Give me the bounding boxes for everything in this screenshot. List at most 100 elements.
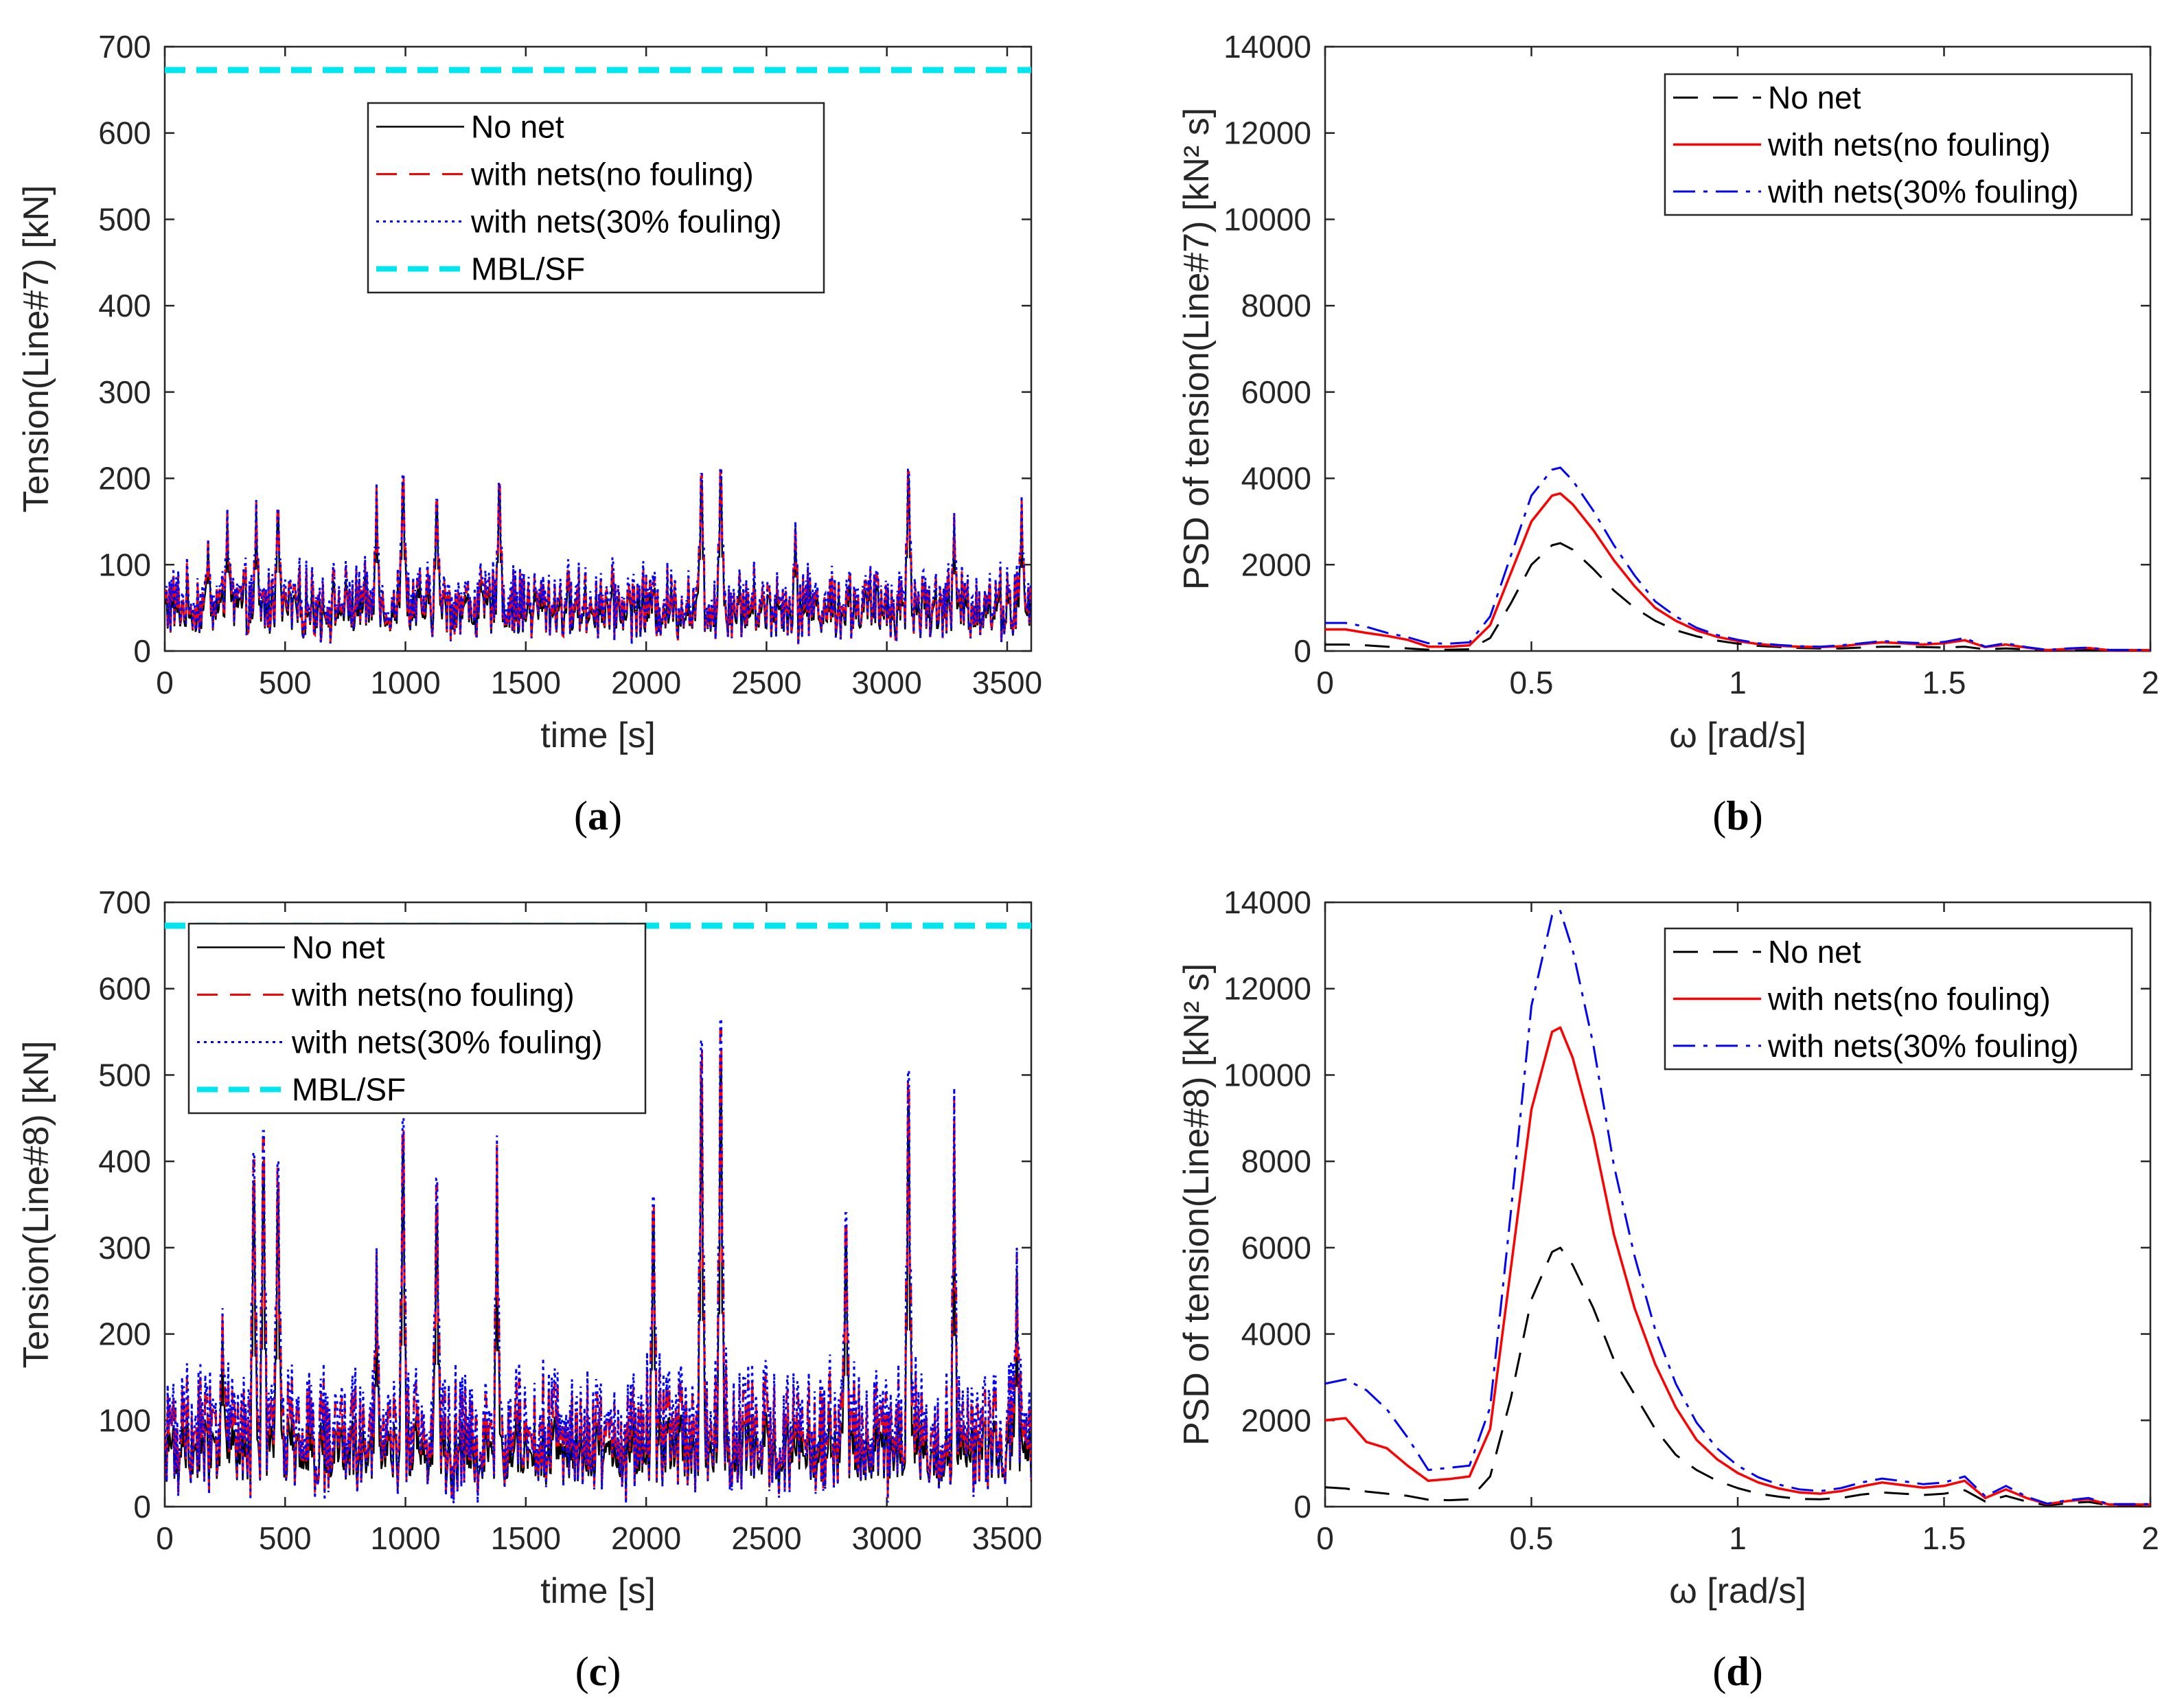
- x-tick-label: 0: [156, 665, 174, 700]
- y-tick-label: 6000: [1241, 374, 1311, 410]
- x-tick-label: 1.5: [1922, 1520, 1966, 1556]
- x-tick-label: 0: [1316, 665, 1334, 700]
- y-tick-label: 8000: [1241, 288, 1311, 323]
- series-line-with-nets-no-fouling: [1325, 492, 2150, 652]
- legend-box: [367, 102, 825, 294]
- y-tick-label: 300: [98, 374, 151, 410]
- x-tick-label: 500: [259, 665, 312, 700]
- y-tick-label: 700: [98, 29, 151, 65]
- y-tick-label: 14000: [1223, 884, 1311, 920]
- x-axis-label: time [s]: [540, 716, 656, 755]
- x-axis-label: time [s]: [540, 1571, 656, 1611]
- legend-entry-with-nets-30-fouling: with nets(30% fouling): [1767, 1028, 2079, 1064]
- legend-entry-with-nets-30-fouling: with nets(30% fouling): [291, 1025, 603, 1060]
- y-tick-label: 4000: [1241, 1316, 1311, 1352]
- series-line-with-nets-no-fouling: [1324, 1026, 2150, 1506]
- x-tick-label: 0.5: [1510, 1520, 1554, 1556]
- legend-box: [1664, 927, 2133, 1071]
- series-line-with-nets-no-fouling: [165, 469, 1031, 645]
- y-axis-label: PSD of tension(Line#8) [kN² s]: [1177, 963, 1217, 1446]
- x-tick-label: 1.5: [1922, 665, 1966, 700]
- legend: No net with nets(no fouling) with nets(30%…: [367, 102, 825, 294]
- legend-entry-no-net: No net: [292, 930, 385, 966]
- x-tick-label: 1500: [491, 1520, 561, 1556]
- legend-entry-no-net: No net: [1768, 934, 1861, 970]
- legend-entry-no-net: No net: [471, 109, 564, 145]
- x-tick-label: 1: [1729, 665, 1747, 700]
- series-line-no-net: [1324, 1246, 2150, 1507]
- y-tick-label: 0: [1294, 1489, 1311, 1525]
- y-tick-label: 400: [98, 288, 151, 323]
- legend-entry-with-nets-30-fouling: with nets(30% fouling): [470, 204, 782, 240]
- panel-label: (b): [1712, 793, 1762, 838]
- legend-entry-with-nets-no-fouling: with nets(no fouling): [1767, 981, 2051, 1017]
- y-tick-label: 14000: [1223, 29, 1311, 65]
- y-tick-label: 12000: [1223, 115, 1311, 151]
- y-tick-label: 6000: [1241, 1230, 1311, 1266]
- legend-entry-no-net: No net: [1768, 80, 1861, 115]
- y-tick-label: 600: [98, 971, 151, 1007]
- chart-c: 0 500 1000 1500 2000 2500 3000 3500 0 100 200 300 40…: [16, 884, 1042, 1694]
- x-tick-label: 3500: [972, 1520, 1042, 1556]
- x-tick-label: 2500: [731, 665, 801, 700]
- y-tick-label: 0: [1294, 633, 1311, 669]
- y-tick-label: 500: [98, 201, 151, 237]
- series-line-with-nets-30-fouling: [165, 467, 1031, 645]
- x-tick-label: 2: [2141, 665, 2159, 700]
- y-tick-label: 100: [98, 1402, 151, 1438]
- y-tick-label: 10000: [1223, 201, 1311, 237]
- legend-box: [187, 922, 647, 1115]
- y-axis-label: Tension(Line#7) [kN]: [16, 185, 56, 513]
- legend-entry-with-nets-no-fouling: with nets(no fouling): [470, 157, 754, 192]
- y-tick-label: 700: [98, 884, 151, 920]
- chart-a: 0 500 1000 1500 2000 2500 3000 3500 0 100 200 300 40…: [16, 29, 1042, 838]
- series-line-with-nets-30-fouling: [165, 1018, 1031, 1504]
- legend-entry-mbl-sf: MBL/SF: [471, 251, 585, 287]
- legend-entry-with-nets-30-fouling: with nets(30% fouling): [1767, 174, 2079, 209]
- y-axis-label: Tension(Line#8) [kN]: [16, 1041, 56, 1369]
- y-tick-label: 10000: [1223, 1057, 1311, 1093]
- panel-label: (a): [574, 793, 622, 838]
- x-tick-label: 1500: [491, 665, 561, 700]
- y-tick-label: 0: [133, 1489, 151, 1525]
- series-line-with-nets-30-fouling: [1324, 910, 2150, 1505]
- x-tick-label: 1000: [370, 1520, 440, 1556]
- series-line-with-nets-no-fouling: [165, 1028, 1031, 1500]
- legend-entry-with-nets-no-fouling: with nets(no fouling): [291, 977, 575, 1013]
- legend: No net with nets(no fouling) with nets(30%…: [187, 922, 647, 1115]
- x-tick-label: 2000: [611, 665, 681, 700]
- legend-entry-with-nets-no-fouling: with nets(no fouling): [1767, 127, 2051, 163]
- y-tick-label: 300: [98, 1230, 151, 1266]
- x-axis-label: ω [rad/s]: [1669, 1571, 1806, 1611]
- x-tick-label: 2000: [611, 1520, 681, 1556]
- chart-d: 0 0.5 1 1.5 2 0 2000 4000 6000 8000 10000 12000 1400…: [1177, 884, 2159, 1694]
- y-tick-label: 2000: [1241, 547, 1311, 582]
- series-line-no-net: [1325, 542, 2150, 652]
- y-tick-label: 0: [133, 633, 151, 669]
- y-tick-label: 4000: [1241, 461, 1311, 496]
- x-tick-label: 0: [1316, 1520, 1334, 1556]
- y-tick-label: 400: [98, 1143, 151, 1179]
- x-tick-label: 1: [1729, 1520, 1747, 1556]
- legend: No net with nets(no fouling) with nets(30%…: [1664, 927, 2133, 1071]
- y-tick-label: 2000: [1241, 1402, 1311, 1438]
- panel-label: (c): [575, 1649, 621, 1694]
- x-tick-label: 3000: [851, 1520, 921, 1556]
- x-tick-label: 3500: [972, 665, 1042, 700]
- x-axis-label: ω [rad/s]: [1669, 716, 1806, 755]
- x-tick-label: 2500: [731, 1520, 801, 1556]
- y-tick-label: 12000: [1223, 971, 1311, 1007]
- panel-label: (d): [1712, 1649, 1762, 1694]
- y-tick-label: 200: [98, 1316, 151, 1352]
- legend: No net with nets(no fouling) with nets(30%…: [1664, 73, 2133, 216]
- y-axis-label: PSD of tension(Line#7) [kN² s]: [1177, 108, 1217, 590]
- x-tick-label: 2: [2141, 1520, 2159, 1556]
- chart-b: 0 0.5 1 1.5 2 0 2000 4000 6000 8000 10000 12000 1400…: [1177, 29, 2159, 838]
- x-tick-label: 3000: [851, 665, 921, 700]
- x-tick-label: 500: [259, 1520, 312, 1556]
- y-tick-label: 200: [98, 461, 151, 496]
- series-line-with-nets-30-fouling: [1325, 466, 2150, 651]
- y-tick-label: 500: [98, 1057, 151, 1093]
- y-tick-label: 100: [98, 547, 151, 582]
